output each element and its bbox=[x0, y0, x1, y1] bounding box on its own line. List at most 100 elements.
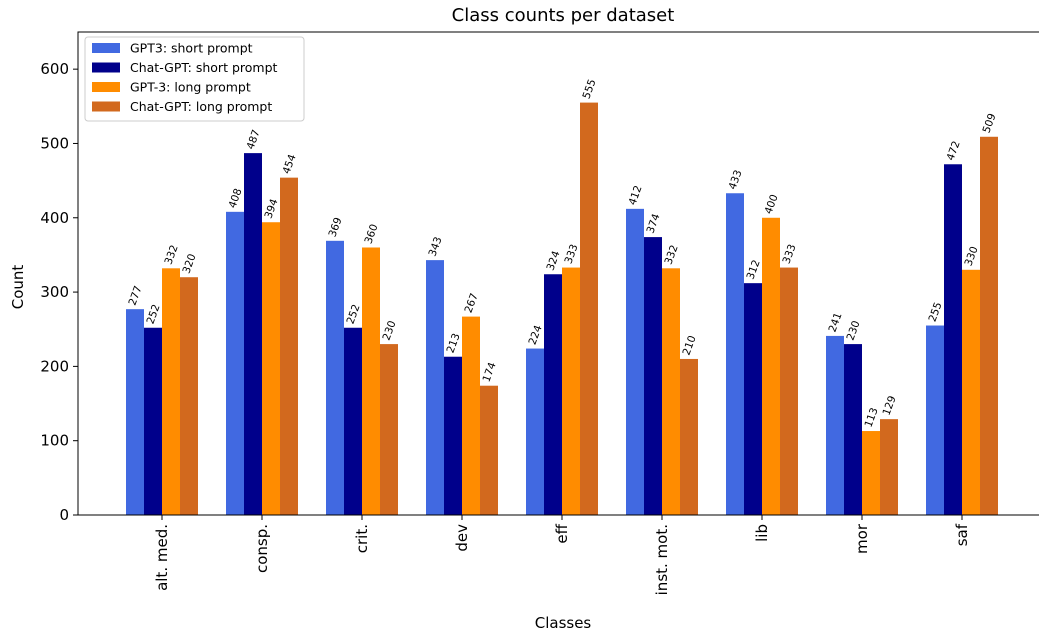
bar-consp-chat-gpt-long-prompt bbox=[280, 177, 298, 516]
bar-value-label: 252 bbox=[145, 303, 163, 326]
bar-alt-med-gpt3-short-prompt bbox=[126, 309, 144, 515]
legend-swatch-chat-gpt-long-prompt bbox=[92, 101, 120, 112]
x-tick-label-crit: crit. bbox=[353, 524, 371, 553]
y-tick-label: 500 bbox=[40, 134, 69, 152]
bar-inst-mot-gpt-3-long-prompt bbox=[662, 268, 680, 515]
y-tick-label: 100 bbox=[40, 432, 69, 450]
bar-value-label: 472 bbox=[945, 139, 963, 162]
bar-eff-gpt3-short-prompt bbox=[526, 348, 544, 515]
legend-swatch-gpt-3-long-prompt bbox=[92, 82, 120, 92]
bar-alt-med-gpt-3-long-prompt bbox=[162, 268, 180, 515]
legend-label-chat-gpt-long-prompt: Chat-GPT: long prompt bbox=[130, 99, 272, 114]
bar-inst-mot-chat-gpt-long-prompt bbox=[680, 358, 698, 515]
bar-value-label: 332 bbox=[163, 243, 181, 266]
bar-inst-mot-chat-gpt-short-prompt bbox=[644, 237, 662, 515]
bar-value-label: 267 bbox=[463, 292, 481, 315]
bar-value-label: 113 bbox=[863, 406, 881, 429]
legend-label-gpt-3-long-prompt: GPT-3: long prompt bbox=[130, 80, 251, 95]
x-tick-label-eff: eff bbox=[553, 523, 571, 543]
bar-value-label: 224 bbox=[527, 323, 545, 346]
bar-value-label: 332 bbox=[663, 243, 681, 266]
legend-box bbox=[84, 36, 305, 122]
bar-value-label: 360 bbox=[363, 223, 381, 246]
bar-value-label: 230 bbox=[845, 319, 863, 342]
bar-value-label: 255 bbox=[927, 301, 945, 324]
bar-value-label: 369 bbox=[327, 216, 345, 239]
bar-dev-chat-gpt-short-prompt bbox=[444, 356, 462, 515]
y-tick-label: 600 bbox=[40, 60, 69, 78]
bar-dev-gpt-3-long-prompt bbox=[462, 316, 480, 515]
bar-value-label: 320 bbox=[181, 252, 199, 275]
bar-mor-gpt-3-long-prompt bbox=[862, 431, 880, 515]
bar-crit-chat-gpt-long-prompt bbox=[380, 344, 398, 515]
bar-mor-chat-gpt-short-prompt bbox=[844, 344, 862, 515]
bar-value-label: 343 bbox=[427, 235, 445, 258]
legend: GPT3: short prompt Chat-GPT: short prompt… bbox=[84, 36, 305, 122]
bar-crit-gpt3-short-prompt bbox=[326, 240, 344, 515]
bar-mor-gpt3-short-prompt bbox=[826, 335, 844, 515]
bar-consp-gpt3-short-prompt bbox=[226, 211, 244, 515]
x-tick-label-alt-med: alt. med. bbox=[153, 524, 171, 591]
bar-value-label: 400 bbox=[763, 193, 781, 216]
bar-consp-chat-gpt-short-prompt bbox=[244, 153, 262, 516]
bar-dev-gpt3-short-prompt bbox=[426, 260, 444, 515]
bars-layer bbox=[126, 102, 998, 516]
y-tick-label: 0 bbox=[59, 506, 69, 524]
bar-eff-gpt-3-long-prompt bbox=[562, 267, 580, 515]
bar-value-label: 230 bbox=[381, 319, 399, 342]
x-axis-label: Classes bbox=[535, 614, 592, 632]
y-tick-label: 400 bbox=[40, 209, 69, 227]
bar-crit-chat-gpt-short-prompt bbox=[344, 327, 362, 515]
x-tick-label-mor: mor bbox=[853, 523, 871, 554]
bar-value-label: 252 bbox=[345, 303, 363, 326]
x-tick-label-inst-mot: inst. mot. bbox=[653, 524, 671, 595]
bar-consp-gpt-3-long-prompt bbox=[262, 222, 280, 515]
bar-value-label: 213 bbox=[445, 332, 463, 355]
bar-value-label: 324 bbox=[545, 249, 563, 272]
x-tick-label-saf: saf bbox=[953, 523, 971, 546]
bar-value-label: 241 bbox=[827, 311, 845, 334]
y-axis-label: Count bbox=[9, 265, 27, 310]
bar-value-label: 408 bbox=[227, 187, 245, 210]
x-axis: alt. med. consp. crit. dev eff inst. mot. lib m… bbox=[153, 515, 971, 595]
bar-value-label: 412 bbox=[627, 184, 645, 207]
chart-title: Class counts per dataset bbox=[452, 5, 675, 26]
legend-swatch-gpt3-short-prompt bbox=[92, 43, 120, 53]
bar-value-label: 277 bbox=[127, 284, 145, 307]
bar-value-label: 509 bbox=[981, 112, 999, 135]
bar-crit-gpt-3-long-prompt bbox=[362, 247, 380, 515]
legend-label-gpt3-short-prompt: GPT3: short prompt bbox=[130, 41, 253, 56]
bar-lib-gpt3-short-prompt bbox=[726, 193, 744, 516]
bar-inst-mot-gpt3-short-prompt bbox=[626, 208, 644, 516]
y-axis: 0 100 200 300 400 500 600 bbox=[40, 60, 78, 524]
bar-value-label: 394 bbox=[263, 197, 281, 220]
legend-label-chat-gpt-short-prompt: Chat-GPT: short prompt bbox=[130, 60, 278, 75]
bar-eff-chat-gpt-short-prompt bbox=[544, 274, 562, 515]
bar-value-label: 312 bbox=[745, 258, 763, 281]
bar-dev-chat-gpt-long-prompt bbox=[480, 385, 498, 515]
x-tick-label-dev: dev bbox=[453, 524, 471, 552]
bar-value-label: 454 bbox=[281, 152, 299, 175]
bar-saf-chat-gpt-short-prompt bbox=[944, 164, 962, 515]
bar-lib-chat-gpt-long-prompt bbox=[780, 267, 798, 515]
bar-alt-med-chat-gpt-long-prompt bbox=[180, 277, 198, 515]
bar-mor-chat-gpt-long-prompt bbox=[880, 419, 898, 515]
bar-alt-med-chat-gpt-short-prompt bbox=[144, 327, 162, 515]
y-tick-label: 300 bbox=[40, 283, 69, 301]
bar-lib-gpt-3-long-prompt bbox=[762, 217, 780, 515]
y-tick-label: 200 bbox=[40, 357, 69, 375]
legend-swatch-chat-gpt-short-prompt bbox=[92, 62, 120, 73]
bar-value-label: 210 bbox=[681, 334, 699, 357]
bar-value-label: 174 bbox=[481, 360, 499, 383]
bar-eff-chat-gpt-long-prompt bbox=[580, 102, 598, 515]
bar-saf-gpt-3-long-prompt bbox=[962, 269, 980, 515]
bar-value-label: 330 bbox=[963, 245, 981, 268]
bar-value-label: 555 bbox=[581, 78, 599, 101]
bar-value-label: 374 bbox=[645, 212, 663, 235]
bar-saf-gpt3-short-prompt bbox=[926, 325, 944, 515]
x-tick-label-consp: consp. bbox=[253, 524, 271, 573]
bar-value-label: 487 bbox=[245, 128, 263, 151]
x-tick-label-lib: lib bbox=[753, 524, 771, 542]
